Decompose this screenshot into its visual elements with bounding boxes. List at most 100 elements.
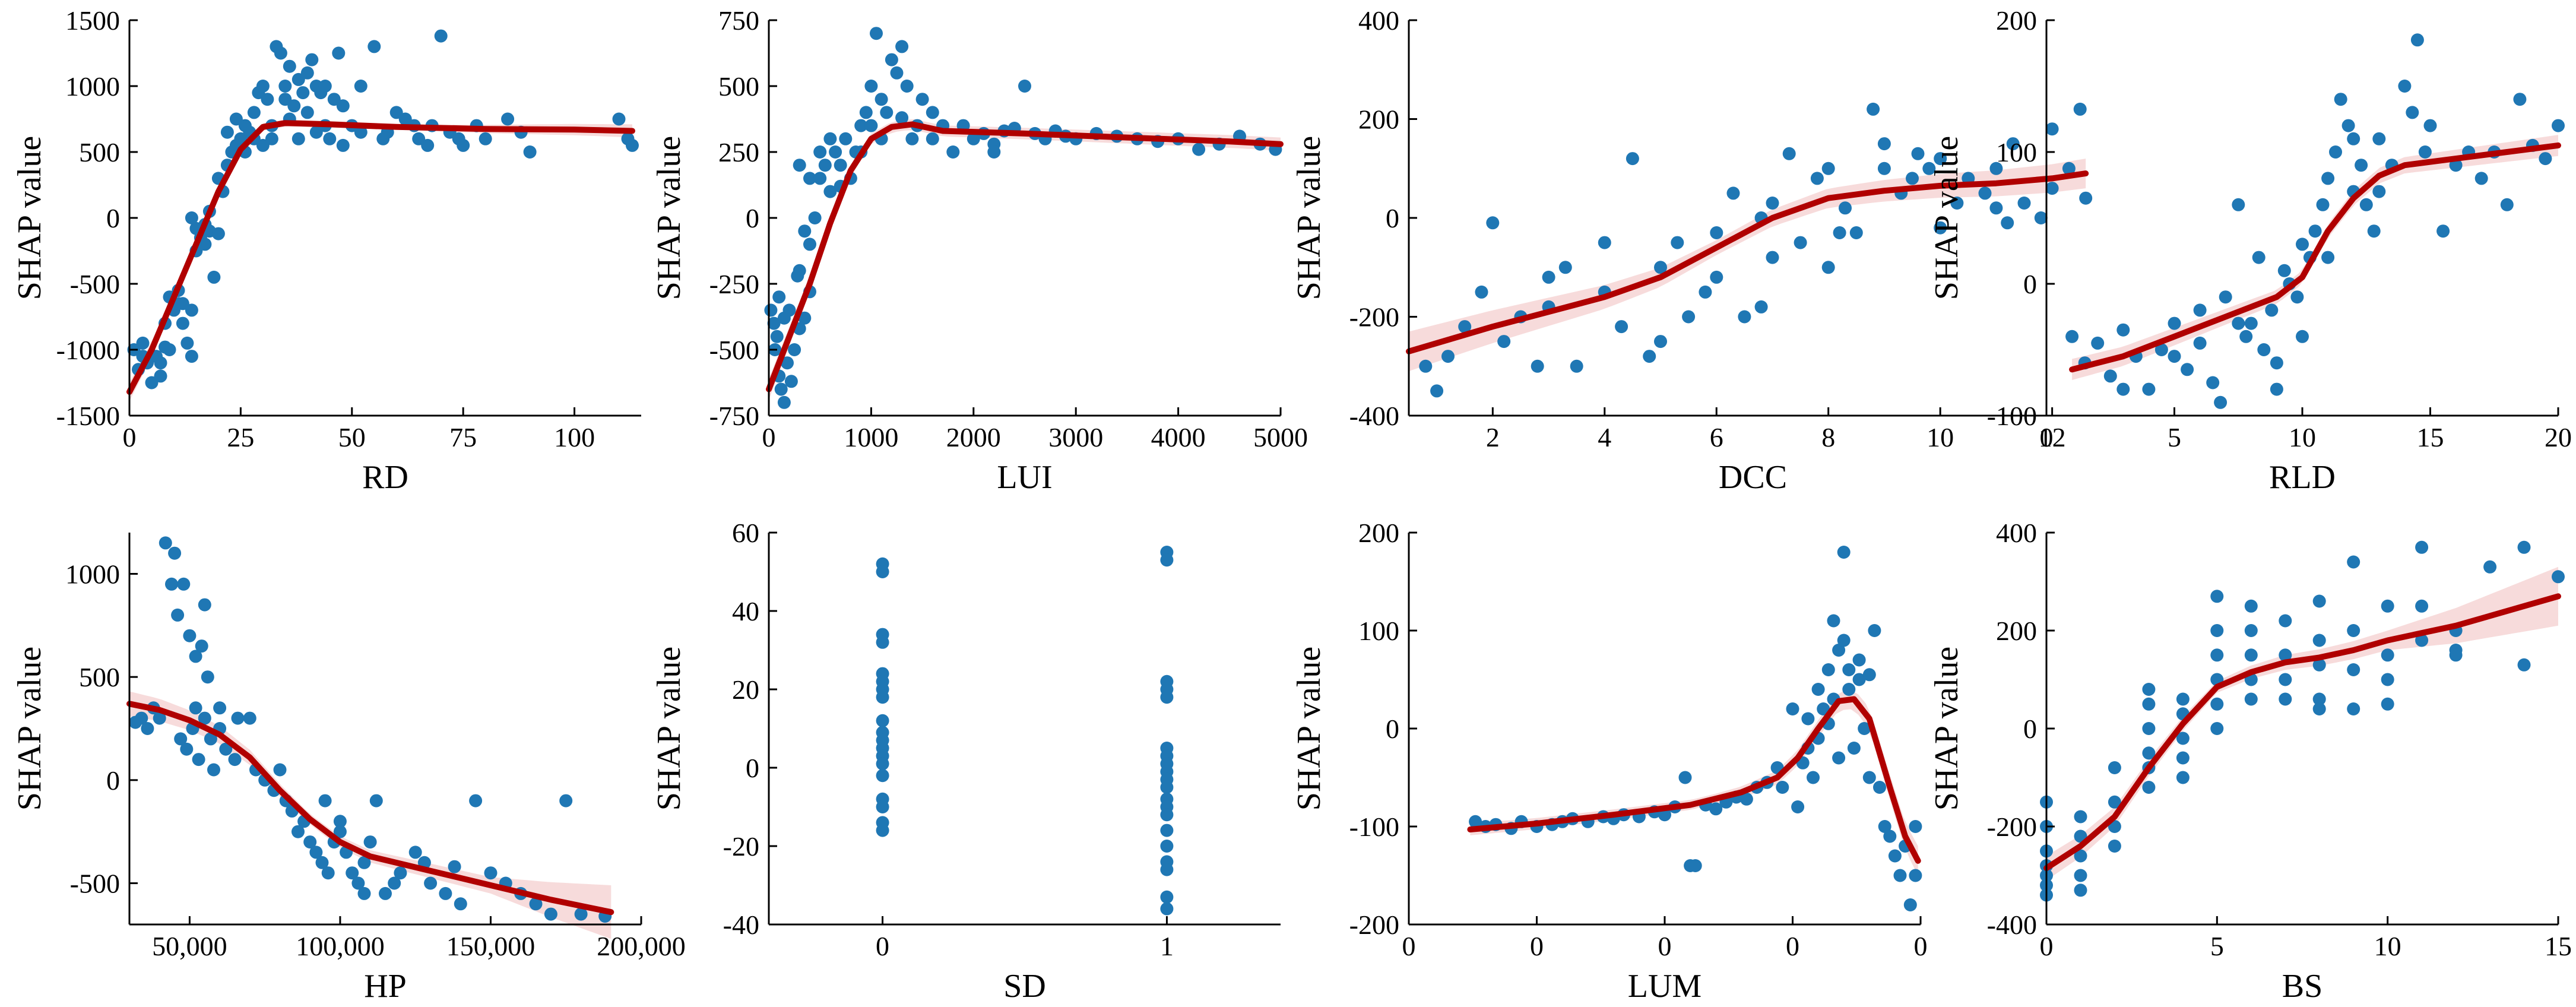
y-tick-label: 0 bbox=[2023, 714, 2037, 744]
x-tick-label: 6 bbox=[1710, 422, 1723, 452]
scatter-point bbox=[915, 93, 929, 106]
panel-hp: -500 0 500 1000 50,000 100,000 150,000 200,000 H… bbox=[11, 533, 686, 1005]
scatter-point bbox=[544, 907, 557, 921]
scatter-point bbox=[421, 138, 435, 152]
scatter-point bbox=[2074, 810, 2087, 824]
y-tick-label: 0 bbox=[106, 203, 120, 233]
scatter-point bbox=[1699, 285, 1712, 299]
scatter-point bbox=[2500, 198, 2514, 211]
scatter-point bbox=[367, 40, 381, 53]
scatter-point bbox=[926, 132, 939, 145]
scatter-point bbox=[1710, 270, 1723, 284]
scatter-point bbox=[1160, 808, 1174, 822]
scatter-point bbox=[195, 639, 208, 653]
scatter-point bbox=[885, 53, 898, 66]
scatter-point bbox=[559, 794, 573, 808]
scatter-point bbox=[777, 395, 791, 409]
scatter-point bbox=[283, 59, 296, 73]
scatter-point bbox=[1867, 102, 1880, 116]
x-tick-label: 10 bbox=[1927, 422, 1954, 452]
panel-rd: -1500 -1000 -500 0 500 1000 1500 0 25 50 75 100 RD SH… bbox=[11, 5, 641, 496]
scatter-point bbox=[2045, 182, 2059, 195]
x-tick-label: 10 bbox=[2374, 931, 2401, 961]
scatter-point bbox=[2552, 570, 2565, 584]
y-axis-label: SHAP value bbox=[651, 647, 687, 810]
scatter-point bbox=[198, 238, 212, 251]
scatter-point bbox=[2108, 840, 2121, 853]
y-tick-label: -250 bbox=[709, 269, 759, 299]
scatter-point bbox=[1654, 335, 1667, 349]
y-tick-label: -500 bbox=[709, 335, 759, 365]
scatter-point bbox=[2074, 849, 2087, 863]
scatter-point bbox=[859, 106, 873, 119]
scatter-point bbox=[2312, 692, 2326, 706]
scatter-point bbox=[2116, 382, 2130, 396]
scatter-point bbox=[176, 316, 189, 330]
scatter-point bbox=[2513, 93, 2527, 106]
scatter-point bbox=[1570, 359, 1583, 373]
scatter-point bbox=[880, 106, 893, 119]
scatter-point bbox=[2415, 599, 2429, 613]
scatter-point bbox=[454, 897, 467, 911]
scatter-point bbox=[1160, 824, 1174, 837]
scatter-point bbox=[291, 72, 305, 86]
scatter-point bbox=[2398, 80, 2412, 93]
x-tick-label: 5000 bbox=[1253, 422, 1308, 452]
scatter-point bbox=[153, 711, 166, 725]
scatter-point bbox=[1738, 310, 1751, 324]
confidence-band bbox=[129, 119, 632, 401]
scatter-point bbox=[798, 224, 812, 238]
scatter-point bbox=[987, 145, 1001, 159]
scatter-point bbox=[1877, 162, 1891, 175]
x-tick-label: 4 bbox=[1598, 422, 1611, 452]
scatter-point bbox=[176, 297, 189, 311]
confidence-band bbox=[769, 119, 1281, 400]
scatter-point bbox=[876, 691, 889, 704]
scatter-point bbox=[2017, 197, 2031, 210]
scatter-point bbox=[336, 138, 350, 152]
scatter-point bbox=[2168, 350, 2181, 363]
scatter-point bbox=[1791, 800, 1805, 813]
x-tick-label: 0 bbox=[2040, 422, 2054, 452]
scatter-point bbox=[273, 763, 287, 777]
scatter-point bbox=[303, 835, 317, 849]
scatter-point bbox=[1682, 310, 1696, 324]
x-axis-label: BS bbox=[2282, 968, 2323, 1005]
y-axis-label: SHAP value bbox=[1928, 136, 1965, 300]
scatter-point bbox=[469, 794, 483, 808]
scatter-point bbox=[1160, 840, 1174, 853]
scatter-point bbox=[2142, 781, 2156, 794]
scatter-point bbox=[1837, 634, 1851, 647]
scatter-point bbox=[2257, 343, 2271, 356]
scatter-point bbox=[2193, 336, 2207, 350]
scatter-point bbox=[2210, 624, 2224, 637]
scatter-point bbox=[2045, 122, 2059, 136]
x-tick-label: 25 bbox=[227, 422, 254, 452]
y-tick-label: -750 bbox=[709, 401, 759, 431]
x-tick-label: 100 bbox=[554, 422, 595, 452]
scatter-point bbox=[823, 132, 837, 145]
scatter-point bbox=[346, 866, 359, 880]
scatter-point bbox=[318, 80, 332, 93]
panel-sd: -40 -20 0 20 40 60 0 1 SD SHAP value bbox=[651, 518, 1281, 1005]
scatter-point bbox=[2312, 594, 2326, 608]
scatter-point bbox=[2065, 330, 2079, 343]
scatter-point bbox=[1849, 226, 1863, 239]
y-tick-label: 750 bbox=[718, 5, 759, 36]
scatter-point bbox=[813, 172, 827, 185]
scatter-point bbox=[2372, 185, 2386, 198]
scatter-point bbox=[141, 722, 154, 735]
scatter-point bbox=[2418, 145, 2432, 159]
scatter-point bbox=[2312, 634, 2326, 647]
scatter-point bbox=[764, 303, 778, 317]
y-tick-label: 200 bbox=[1996, 616, 2037, 646]
scatter-point bbox=[1018, 80, 1031, 93]
fit-line bbox=[1467, 696, 1921, 864]
scatter-point bbox=[798, 311, 812, 325]
scatter-point bbox=[2270, 382, 2283, 396]
panel-bs: -400 -200 0 200 400 0 5 10 15 BS SHAP value bbox=[1928, 518, 2572, 1005]
scatter-point bbox=[177, 577, 191, 591]
scatter-point bbox=[479, 132, 492, 145]
scatter-point bbox=[2367, 224, 2381, 238]
scatter-point bbox=[2193, 303, 2207, 317]
